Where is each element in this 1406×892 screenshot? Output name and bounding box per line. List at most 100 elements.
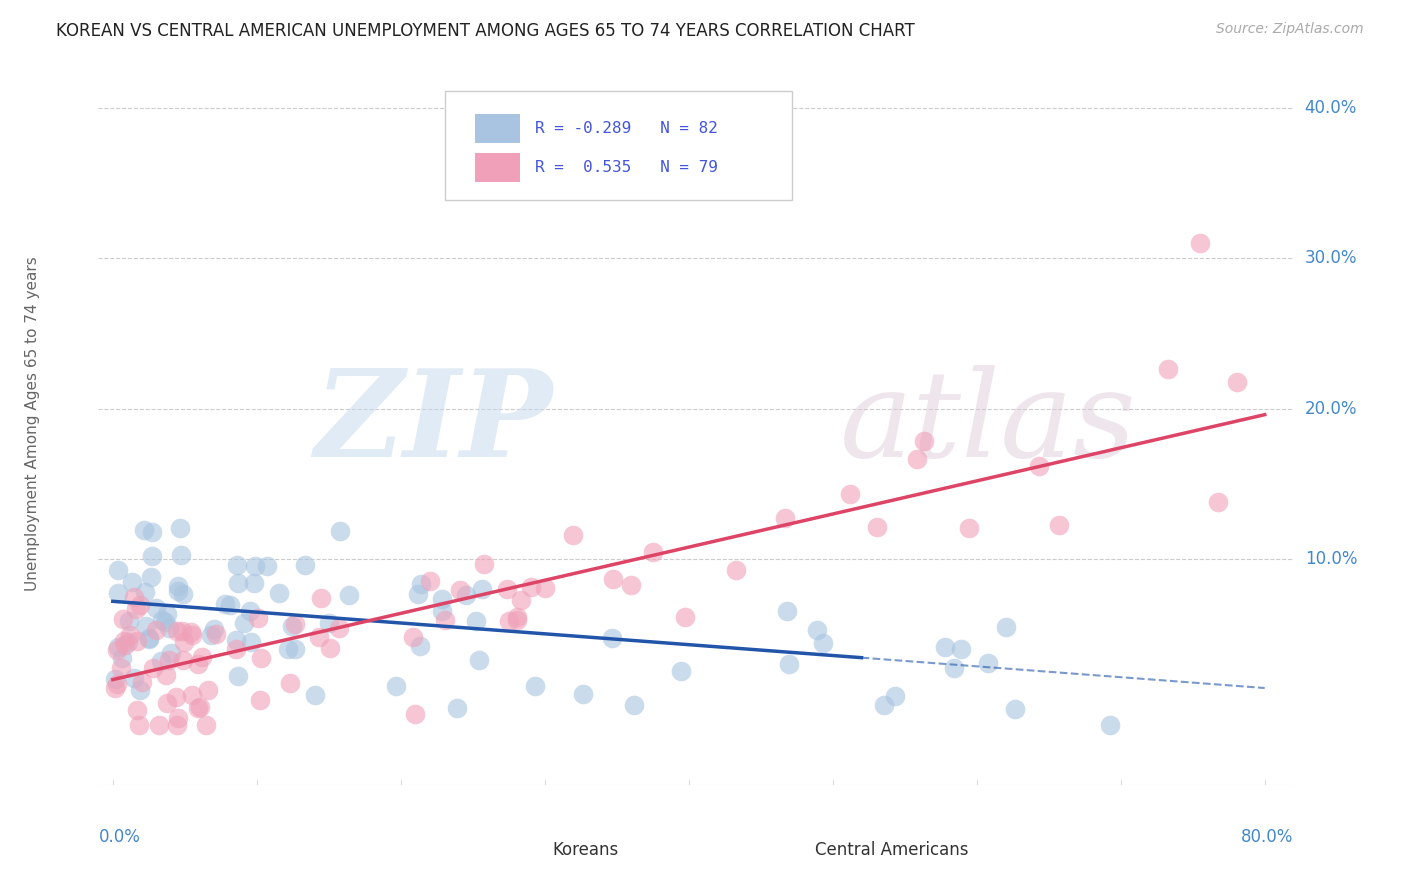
Point	[104, 681, 127, 695]
Point	[135, 619, 157, 633]
Text: ZIP: ZIP	[315, 365, 553, 483]
Point	[520, 580, 543, 594]
Point	[912, 434, 935, 448]
Point	[505, 610, 527, 624]
Point	[156, 607, 179, 621]
Point	[571, 687, 593, 701]
Point	[149, 654, 172, 668]
Point	[150, 613, 173, 627]
Point	[166, 624, 188, 638]
Point	[169, 521, 191, 535]
Point	[434, 613, 457, 627]
Point	[112, 634, 135, 648]
Point	[141, 549, 163, 564]
Point	[284, 616, 307, 631]
Point	[181, 689, 204, 703]
Point	[304, 688, 326, 702]
Point	[1226, 375, 1249, 389]
Point	[105, 676, 128, 690]
Point	[811, 636, 834, 650]
Point	[219, 599, 242, 613]
Point	[104, 672, 127, 686]
Text: 30.0%: 30.0%	[1305, 249, 1357, 267]
Point	[170, 548, 193, 562]
Point	[277, 642, 299, 657]
Point	[524, 679, 547, 693]
Point	[468, 653, 491, 667]
Point	[866, 519, 889, 533]
Point	[134, 585, 156, 599]
Point	[506, 613, 529, 627]
Point	[1047, 518, 1070, 533]
Point	[409, 639, 432, 653]
Point	[280, 618, 302, 632]
Point	[430, 592, 453, 607]
Point	[120, 628, 142, 642]
Point	[950, 642, 973, 657]
Point	[602, 631, 624, 645]
Point	[156, 696, 179, 710]
Point	[1208, 495, 1230, 509]
Point	[145, 600, 167, 615]
Point	[806, 623, 828, 637]
Point	[249, 693, 271, 707]
FancyBboxPatch shape	[756, 839, 804, 861]
Text: Unemployment Among Ages 65 to 74 years: Unemployment Among Ages 65 to 74 years	[25, 256, 41, 591]
Point	[561, 527, 583, 541]
Text: Central Americans: Central Americans	[815, 841, 969, 859]
Point	[204, 627, 226, 641]
Point	[128, 598, 150, 612]
Point	[957, 521, 980, 535]
Point	[419, 574, 441, 588]
Point	[404, 706, 426, 721]
Point	[111, 651, 134, 665]
Text: Source: ZipAtlas.com: Source: ZipAtlas.com	[1216, 22, 1364, 37]
Point	[166, 717, 188, 731]
Point	[142, 661, 165, 675]
Point	[157, 621, 180, 635]
Point	[166, 711, 188, 725]
Point	[384, 679, 406, 693]
Point	[125, 703, 148, 717]
Point	[776, 604, 799, 618]
Point	[180, 628, 202, 642]
Point	[233, 616, 256, 631]
Point	[602, 572, 624, 586]
Text: R = -0.289   N = 82: R = -0.289 N = 82	[534, 121, 717, 136]
Point	[167, 583, 190, 598]
Point	[430, 604, 453, 618]
Point	[200, 628, 222, 642]
Point	[454, 588, 477, 602]
Point	[191, 650, 214, 665]
Point	[125, 602, 148, 616]
Point	[122, 672, 145, 686]
Point	[159, 646, 181, 660]
Point	[1188, 235, 1211, 250]
Point	[533, 581, 555, 595]
Point	[408, 586, 430, 600]
Point	[256, 559, 278, 574]
Point	[328, 621, 350, 635]
Point	[673, 610, 696, 624]
Point	[155, 668, 177, 682]
Point	[449, 582, 471, 597]
Point	[725, 563, 748, 577]
Point	[623, 698, 645, 713]
Text: 10.0%: 10.0%	[1305, 550, 1357, 568]
Point	[934, 640, 956, 654]
Text: 40.0%: 40.0%	[1305, 99, 1357, 117]
Point	[250, 651, 273, 665]
Point	[173, 635, 195, 649]
Point	[107, 640, 129, 654]
Text: 20.0%: 20.0%	[1305, 400, 1357, 417]
Point	[620, 577, 643, 591]
Point	[873, 698, 896, 712]
Point	[187, 700, 209, 714]
Point	[167, 579, 190, 593]
Point	[180, 625, 202, 640]
Point	[125, 634, 148, 648]
Point	[188, 699, 211, 714]
Point	[883, 689, 905, 703]
Point	[226, 575, 249, 590]
Point	[402, 630, 425, 644]
